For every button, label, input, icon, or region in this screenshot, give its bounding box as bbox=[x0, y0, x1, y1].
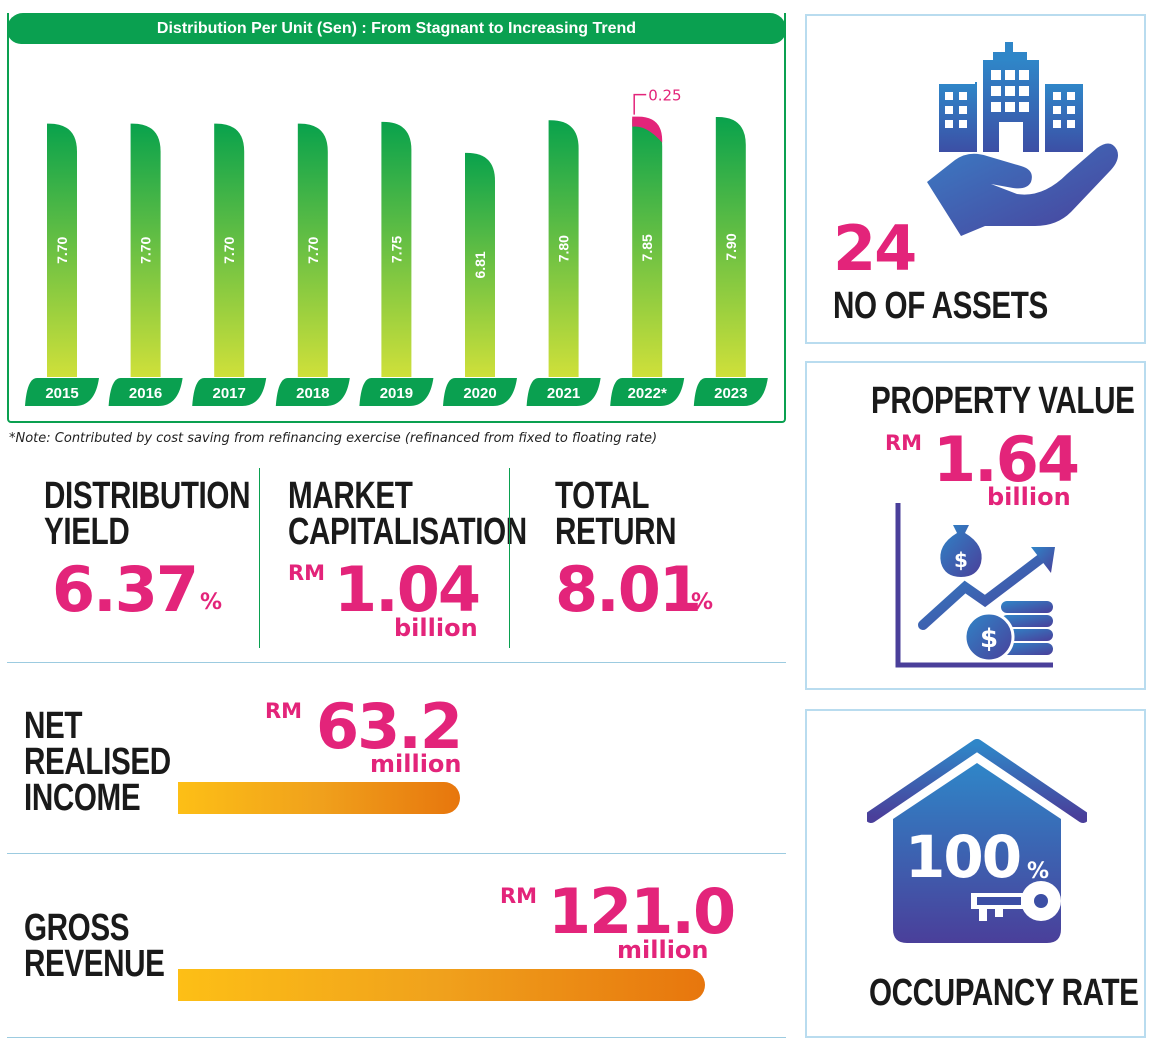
building-in-hand-icon bbox=[927, 42, 1118, 236]
year-pill bbox=[526, 378, 601, 406]
dpu-bar bbox=[465, 152, 495, 377]
year-pill bbox=[25, 378, 99, 406]
total-return-unit: % bbox=[691, 590, 714, 615]
chart-panel bbox=[7, 13, 786, 423]
dpu-bar bbox=[632, 118, 663, 377]
label-line: REVENUE bbox=[24, 943, 165, 985]
annotation-leader bbox=[633, 93, 647, 115]
dpu-bar bbox=[548, 120, 579, 377]
bar-value-label: 7.75 bbox=[388, 236, 404, 263]
year-label: 2016 bbox=[129, 385, 162, 402]
year-pill bbox=[108, 378, 183, 406]
label-line: NET bbox=[24, 705, 83, 747]
distribution-yield-value: 6.37 bbox=[52, 553, 199, 626]
dpu-bar bbox=[715, 117, 746, 377]
growth-chart-money-icon: $ $ bbox=[895, 503, 1055, 668]
label-line: DISTRIBUTION bbox=[44, 475, 251, 517]
bar-value-label: 7.80 bbox=[556, 235, 572, 262]
svg-text:$: $ bbox=[980, 624, 998, 654]
house-key-icon bbox=[867, 739, 1087, 943]
divider bbox=[7, 1037, 786, 1038]
bar-value-label: 7.70 bbox=[221, 236, 237, 263]
assets-value: 24 bbox=[833, 212, 917, 285]
occupancy-value: 100 bbox=[905, 823, 1022, 891]
property-value-value: 1.64 bbox=[933, 423, 1080, 496]
dpu-bar bbox=[47, 123, 77, 377]
gross-revenue-value: 121.0 bbox=[548, 875, 736, 948]
divider bbox=[259, 468, 260, 648]
gross-revenue-suffix: million bbox=[617, 936, 709, 964]
total-return-value: 8.01 bbox=[555, 553, 702, 626]
property-value-title: PROPERTY VALUE bbox=[871, 380, 1135, 422]
year-pill bbox=[610, 378, 685, 406]
bar-value-label: 7.90 bbox=[723, 233, 739, 260]
net-realised-income-prefix: RM bbox=[265, 699, 303, 723]
year-label: 2020 bbox=[463, 385, 496, 402]
year-pill bbox=[275, 378, 350, 406]
gross-revenue-bar bbox=[178, 969, 705, 1001]
occupancy-card: 100 % OCCUPANCY RATE bbox=[805, 709, 1146, 1038]
property-value-suffix: billion bbox=[987, 483, 1071, 511]
year-pill bbox=[443, 378, 517, 406]
divider bbox=[7, 853, 786, 854]
divider bbox=[509, 468, 510, 648]
dpu-bar bbox=[214, 123, 245, 377]
year-pill bbox=[693, 378, 768, 406]
year-label: 2015 bbox=[45, 385, 78, 402]
net-realised-income-label: NET REALISED INCOME bbox=[24, 705, 171, 819]
market-cap-prefix: RM bbox=[288, 561, 326, 585]
total-return-label: TOTAL RETURN bbox=[555, 475, 677, 553]
net-realised-income-value: 63.2 bbox=[316, 690, 463, 763]
dpu-bar bbox=[297, 123, 328, 377]
svg-text:$: $ bbox=[954, 548, 968, 572]
label-line: INCOME bbox=[24, 777, 141, 819]
year-label: 2018 bbox=[296, 385, 329, 402]
year-label: 2022* bbox=[628, 385, 667, 402]
year-label: 2023 bbox=[714, 385, 747, 402]
label-line: CAPITALISATION bbox=[288, 511, 527, 553]
label-line: REALISED bbox=[24, 741, 171, 783]
annotation-segment bbox=[632, 116, 663, 143]
occupancy-label: OCCUPANCY RATE bbox=[869, 972, 1139, 1014]
gross-revenue-label: GROSS REVENUE bbox=[24, 907, 165, 985]
dpu-bar-chart: 7.70 7.70 7.70 7.70 7.75 6.81 7.80 7.85 0.25 7.90… bbox=[25, 87, 768, 406]
assets-label: NO OF ASSETS bbox=[833, 285, 1048, 327]
distribution-yield-unit: % bbox=[200, 590, 223, 615]
market-cap-value: 1.04 bbox=[334, 553, 481, 626]
bar-value-label: 7.70 bbox=[138, 236, 154, 263]
label-line: YIELD bbox=[44, 511, 130, 553]
market-cap-label: MARKET CAPITALISATION bbox=[288, 475, 527, 553]
chart-note: *Note: Contributed by cost saving from r… bbox=[9, 431, 658, 446]
bar-value-label: 7.70 bbox=[305, 236, 321, 263]
label-line: TOTAL bbox=[555, 475, 650, 517]
divider bbox=[7, 662, 786, 663]
assets-card: 24 NO OF ASSETS bbox=[805, 14, 1146, 344]
bar-value-label: 6.81 bbox=[472, 251, 488, 278]
property-value-prefix: RM bbox=[885, 431, 923, 455]
year-label: 2021 bbox=[547, 385, 580, 402]
label-line: RETURN bbox=[555, 511, 677, 553]
net-realised-income-suffix: million bbox=[370, 750, 462, 778]
net-realised-income-bar bbox=[178, 782, 460, 814]
dpu-bar bbox=[130, 123, 161, 377]
bar-value-label: 7.85 bbox=[639, 234, 655, 261]
year-label: 2017 bbox=[213, 385, 246, 402]
dpu-bar bbox=[381, 121, 412, 377]
label-line: GROSS bbox=[24, 907, 130, 949]
occupancy-unit: % bbox=[1027, 859, 1050, 884]
market-cap-suffix: billion bbox=[394, 614, 478, 642]
year-pill bbox=[359, 378, 434, 406]
bar-value-label: 7.70 bbox=[54, 236, 70, 263]
distribution-yield-label: DISTRIBUTION YIELD bbox=[44, 475, 251, 553]
year-pill bbox=[192, 378, 267, 406]
gross-revenue-prefix: RM bbox=[500, 884, 538, 908]
chart-title: Distribution Per Unit (Sen) : From Stagn… bbox=[7, 13, 786, 44]
year-label: 2019 bbox=[380, 385, 413, 402]
label-line: MARKET bbox=[288, 475, 413, 517]
annotation-label: 0.25 bbox=[648, 87, 681, 105]
property-value-card: PROPERTY VALUE RM 1.64 billion $ $ bbox=[805, 361, 1146, 690]
